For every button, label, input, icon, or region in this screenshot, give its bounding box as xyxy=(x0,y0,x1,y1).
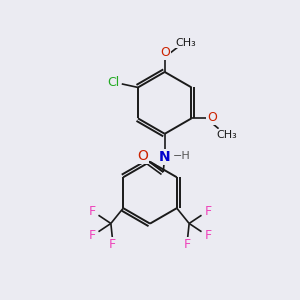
Text: F: F xyxy=(204,205,211,218)
Text: F: F xyxy=(184,238,191,250)
Text: O: O xyxy=(160,46,170,59)
Text: F: F xyxy=(109,238,116,250)
Text: N: N xyxy=(158,150,170,164)
Text: CH₃: CH₃ xyxy=(217,130,237,140)
Text: Cl: Cl xyxy=(107,76,120,88)
Text: −H: −H xyxy=(173,151,191,161)
Text: O: O xyxy=(137,148,148,163)
Text: F: F xyxy=(88,205,96,218)
Text: O: O xyxy=(207,111,217,124)
Text: F: F xyxy=(204,229,211,242)
Text: F: F xyxy=(88,229,96,242)
Text: CH₃: CH₃ xyxy=(176,38,196,47)
